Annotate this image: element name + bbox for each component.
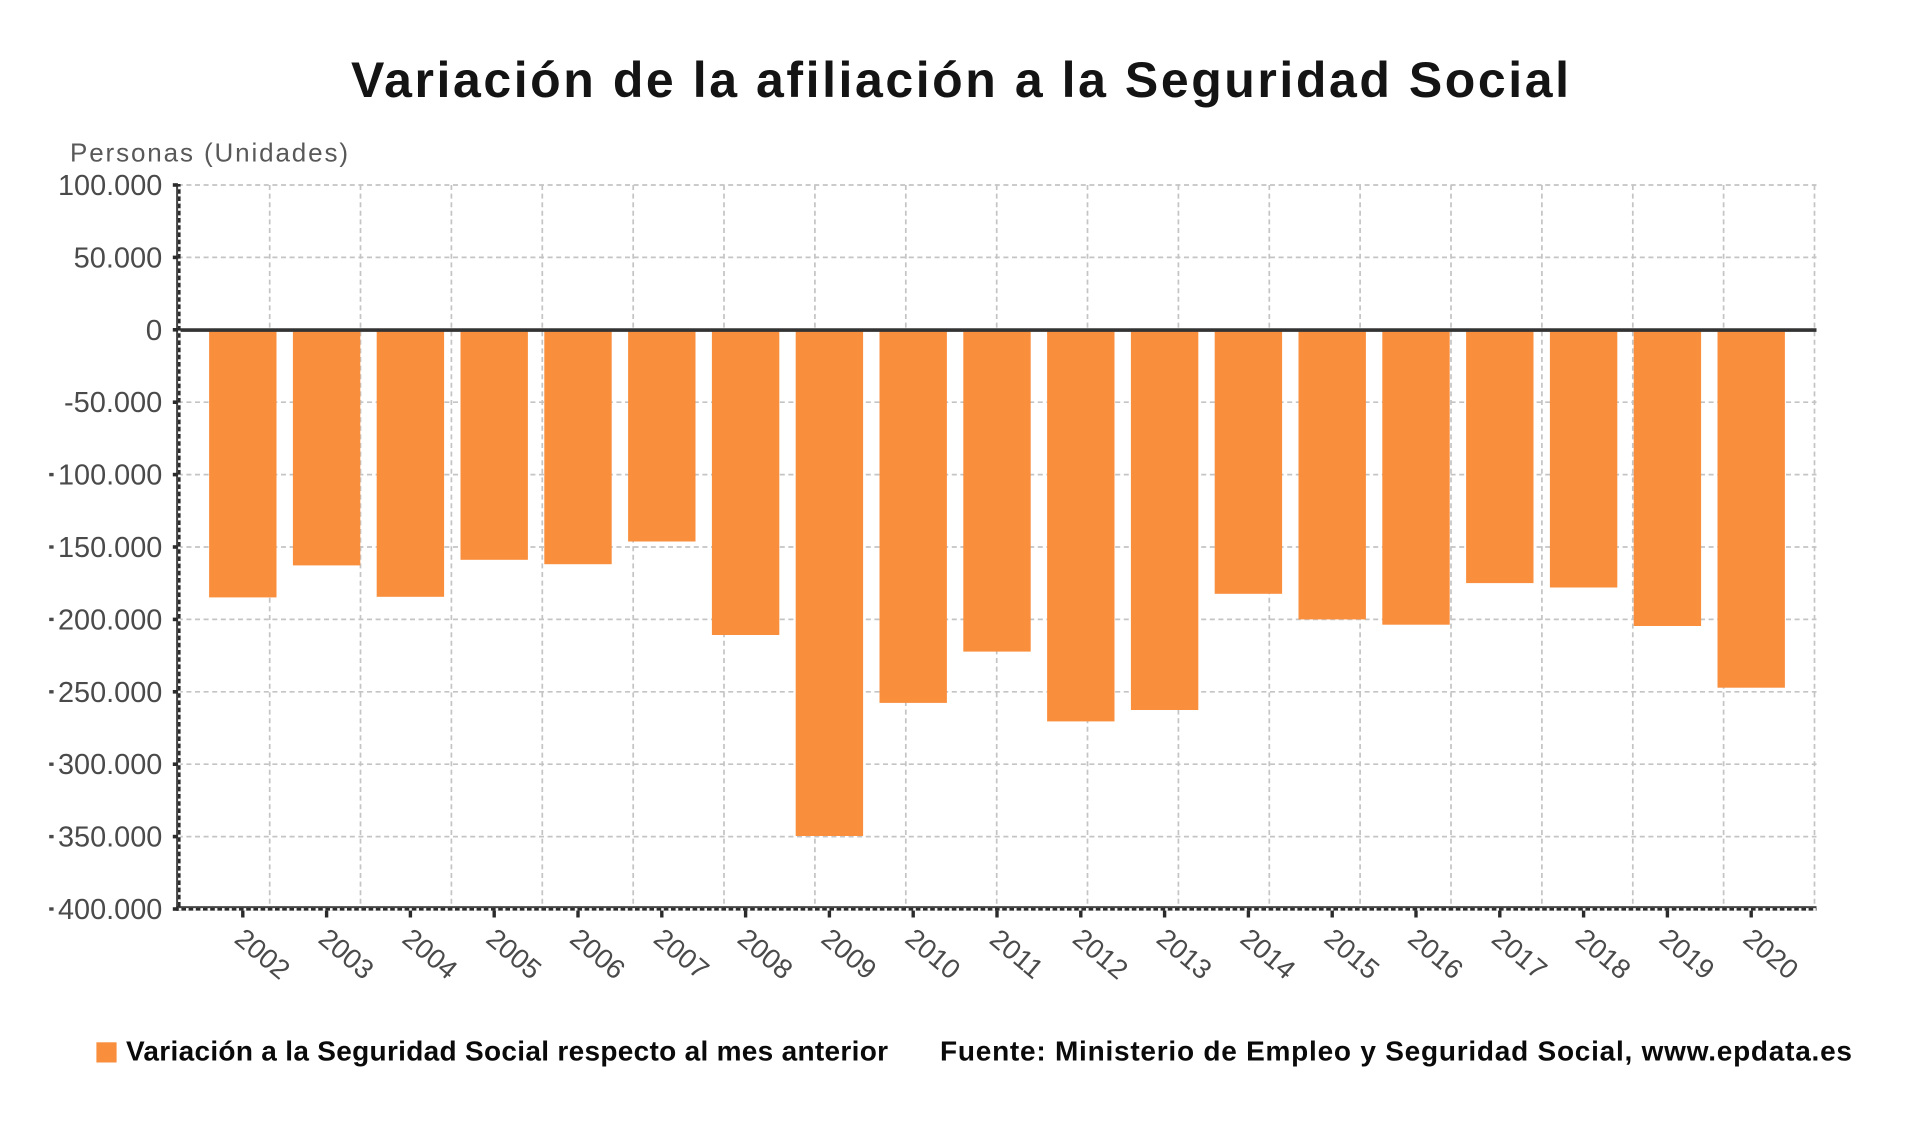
svg-text:Fuente: Ministerio de Empleo y: Fuente: Ministerio de Empleo y Seguridad…	[940, 1036, 1852, 1067]
svg-text:150.000: 150.000	[58, 532, 162, 564]
svg-text:300.000: 300.000	[58, 749, 162, 781]
svg-text:200.000: 200.000	[58, 604, 162, 636]
svg-text:Personas (Unidades): Personas (Unidades)	[70, 137, 348, 167]
svg-text:0: 0	[146, 315, 163, 347]
svg-text:250.000: 250.000	[58, 677, 162, 709]
svg-text:50.000: 50.000	[74, 242, 163, 274]
svg-text:-50.000: -50.000	[64, 387, 162, 419]
svg-text:350.000: 350.000	[58, 822, 162, 854]
svg-text:Variación de la afiliación a l: Variación de la afiliación a la Segurida…	[351, 52, 1569, 108]
svg-text:400.000: 400.000	[58, 894, 162, 926]
svg-text:100.000: 100.000	[58, 460, 162, 492]
svg-text:100.000: 100.000	[58, 170, 162, 202]
svg-text:Variación a la Seguridad Socia: Variación a la Seguridad Social respecto…	[126, 1036, 888, 1067]
